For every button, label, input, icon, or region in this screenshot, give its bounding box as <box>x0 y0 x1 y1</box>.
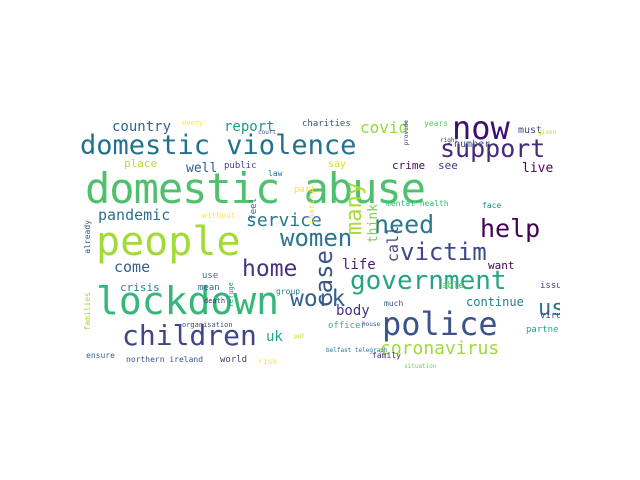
word: feel <box>249 198 259 220</box>
word: continue <box>466 295 524 309</box>
word: well <box>186 161 218 176</box>
word: help <box>480 214 541 243</box>
word: much <box>384 299 404 308</box>
word: house <box>362 321 381 328</box>
word: family <box>372 351 401 360</box>
word: us <box>538 296 560 321</box>
word: country <box>112 119 172 135</box>
word: years <box>424 119 449 128</box>
word: covid <box>360 118 409 137</box>
word: crime <box>392 159 426 172</box>
word: face <box>482 201 502 210</box>
word: mental health <box>386 199 449 208</box>
word: death <box>204 297 226 305</box>
word: live <box>522 161 554 176</box>
word: given <box>538 129 557 136</box>
word: mean <box>198 283 220 293</box>
word: use <box>202 271 219 281</box>
word-cloud: domestic abuse people lockdown domestic … <box>80 112 560 368</box>
word: need <box>374 210 435 239</box>
word: law <box>268 169 283 178</box>
word: case <box>310 250 338 308</box>
word: government <box>350 266 507 296</box>
word: body <box>336 303 370 319</box>
word: already <box>83 220 92 254</box>
word: part <box>294 185 316 195</box>
word: now <box>452 112 510 147</box>
word: children <box>122 319 257 352</box>
word: life <box>342 257 376 273</box>
word: lockdown <box>96 279 280 323</box>
word: domestic violence <box>80 130 357 161</box>
word: northern ireland <box>126 355 204 364</box>
word: come <box>114 258 151 276</box>
word: issue <box>540 281 560 291</box>
word: group <box>276 287 301 296</box>
word: partner <box>526 325 560 335</box>
word: police <box>382 305 498 343</box>
word: crisis <box>120 281 160 294</box>
word: public <box>224 161 257 171</box>
word: place <box>124 157 158 170</box>
word: charities <box>302 119 351 129</box>
word: organisation <box>182 321 233 329</box>
word: virus <box>540 311 560 321</box>
word: refuge <box>227 282 235 308</box>
word: want <box>488 259 515 272</box>
word: must <box>518 125 543 136</box>
word: home <box>242 256 298 282</box>
word: every <box>182 119 204 127</box>
word: pandemic <box>98 206 171 224</box>
word: world <box>220 355 248 365</box>
word: ensure <box>86 351 115 360</box>
word: women <box>280 224 353 252</box>
word: report <box>224 119 275 135</box>
word: provide <box>403 120 410 146</box>
word: victim <box>400 238 487 266</box>
word: say <box>328 159 347 170</box>
word: families <box>83 292 92 331</box>
word: many <box>342 182 367 235</box>
word: belfast telegraph <box>326 347 388 354</box>
word: support <box>440 134 546 163</box>
word: people <box>96 219 241 265</box>
word: put <box>294 333 305 340</box>
word: officer <box>328 321 366 331</box>
word: uk <box>266 329 283 345</box>
word: coronavirus <box>380 338 500 359</box>
word: right <box>440 137 459 144</box>
word: risk <box>258 357 278 366</box>
word: number <box>454 139 491 150</box>
word: without <box>202 211 236 220</box>
word: situation <box>404 363 437 369</box>
word: able <box>442 281 464 291</box>
word: work <box>290 286 346 312</box>
word: call <box>384 226 402 263</box>
word: think <box>366 204 381 244</box>
word: charity <box>307 190 316 224</box>
word: see <box>438 159 458 172</box>
word: domestic abuse <box>85 164 426 213</box>
word: service <box>246 210 322 231</box>
word: court <box>258 129 277 136</box>
